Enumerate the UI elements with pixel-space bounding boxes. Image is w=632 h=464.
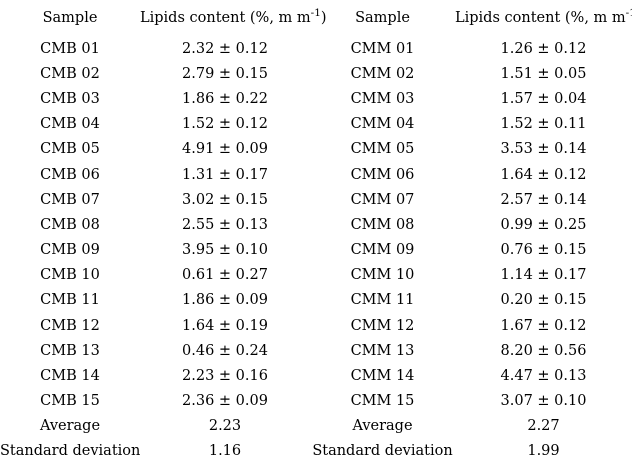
value-cell: 0.76 ± 0.15 — [500, 242, 587, 259]
value-cell: 2.32 ± 0.12 — [182, 40, 268, 57]
value-cell: 2.57 ± 0.14 — [500, 191, 587, 208]
sample-cell: CMB 07 — [40, 191, 100, 208]
table-row: CMB 13 0.46 ± 0.24 CMM 13 8.20 ± 0.56 — [0, 338, 632, 363]
table-row: CMB 06 1.31 ± 0.17 CMM 06 1.64 ± 0.12 — [0, 162, 632, 187]
lipids-header-close: ) — [320, 10, 327, 27]
value-cell: 1.64 ± 0.12 — [500, 166, 587, 183]
standard-deviation-value: 1.16 — [208, 443, 242, 460]
sample-cell: CMB 01 — [40, 40, 100, 57]
value-cell: 1.67 ± 0.12 — [500, 317, 587, 334]
table-row: CMB 07 3.02 ± 0.15 CMM 07 2.57 ± 0.14 — [0, 187, 632, 212]
sample-cell: CMM 15 — [350, 392, 415, 409]
sample-cell: CMB 14 — [40, 367, 100, 384]
sample-cell: CMB 13 — [40, 342, 100, 359]
table-row: CMB 02 2.79 ± 0.15 CMM 02 1.51 ± 0.05 — [0, 61, 632, 86]
value-cell: 1.31 ± 0.17 — [182, 166, 268, 183]
sample-cell: CMB 12 — [40, 317, 100, 334]
table-row: CMB 15 2.36 ± 0.09 CMM 15 3.07 ± 0.10 — [0, 388, 632, 413]
value-cell: 1.86 ± 0.09 — [182, 292, 268, 309]
value-cell: 1.86 ± 0.22 — [182, 91, 268, 108]
standard-deviation-label: Standard deviation — [312, 443, 453, 460]
sample-cell: CMB 06 — [40, 166, 100, 183]
value-cell: 3.95 ± 0.10 — [182, 242, 268, 259]
sample-cell: CMM 10 — [350, 267, 415, 284]
table-row: CMB 11 1.86 ± 0.09 CMM 11 0.20 ± 0.15 — [0, 288, 632, 313]
table-row: CMB 10 0.61 ± 0.27 CMM 10 1.14 ± 0.17 — [0, 263, 632, 288]
header-row: Sample Lipids content (%, m m-1) Sample … — [0, 0, 632, 36]
value-cell: 0.46 ± 0.24 — [182, 342, 268, 359]
average-value: 2.27 — [527, 418, 560, 435]
value-cell: 1.57 ± 0.04 — [500, 91, 587, 108]
value-cell: 3.53 ± 0.14 — [500, 141, 587, 158]
sample-cell: CMB 05 — [40, 141, 100, 158]
value-cell: 2.36 ± 0.09 — [182, 392, 268, 409]
sample-cell: CMM 02 — [350, 65, 415, 82]
value-cell: 1.52 ± 0.12 — [182, 116, 268, 133]
table-row: CMB 03 1.86 ± 0.22 CMM 03 1.57 ± 0.04 — [0, 87, 632, 112]
table-row: CMB 09 3.95 ± 0.10 CMM 09 0.76 ± 0.15 — [0, 237, 632, 262]
value-cell: 1.14 ± 0.17 — [500, 267, 587, 284]
sample-cell: CMM 04 — [350, 116, 415, 133]
value-cell: 1.52 ± 0.11 — [500, 116, 587, 133]
value-cell: 2.23 ± 0.16 — [182, 367, 268, 384]
value-cell: 1.26 ± 0.12 — [500, 40, 587, 57]
sample-cell: CMM 08 — [350, 216, 415, 233]
sample-cell: CMB 03 — [40, 91, 100, 108]
lipids-header-right: Lipids content (%, m m-1) — [455, 0, 632, 36]
lipids-header-text: Lipids content (%, m m — [455, 10, 626, 27]
sample-cell: CMM 05 — [350, 141, 415, 158]
sample-header-left: Sample — [42, 10, 98, 27]
table-row: CMB 14 2.23 ± 0.16 CMM 14 4.47 ± 0.13 — [0, 363, 632, 388]
sample-cell: CMB 11 — [40, 292, 100, 309]
sample-cell: CMB 02 — [40, 65, 100, 82]
value-cell: 8.20 ± 0.56 — [500, 342, 587, 359]
sample-cell: CMM 06 — [350, 166, 415, 183]
table-row: CMB 01 2.32 ± 0.12 CMM 01 1.26 ± 0.12 — [0, 36, 632, 61]
sample-cell: CMB 15 — [40, 392, 100, 409]
value-cell: 2.55 ± 0.13 — [182, 216, 268, 233]
value-cell: 3.07 ± 0.10 — [500, 392, 587, 409]
value-cell: 0.61 ± 0.27 — [182, 267, 268, 284]
sample-cell: CMB 04 — [40, 116, 100, 133]
sample-cell: CMB 08 — [40, 216, 100, 233]
table-row: CMB 04 1.52 ± 0.12 CMM 04 1.52 ± 0.11 — [0, 112, 632, 137]
value-cell: 0.99 ± 0.25 — [500, 216, 587, 233]
superscript-exponent: -1 — [310, 7, 321, 20]
lipids-header-text: Lipids content (%, m m — [140, 10, 311, 27]
sample-cell: CMM 07 — [350, 191, 415, 208]
lipids-header-left: Lipids content (%, m m-1) — [140, 0, 327, 36]
value-cell: 1.64 ± 0.19 — [182, 317, 268, 334]
value-cell: 4.91 ± 0.09 — [182, 141, 268, 158]
standard-deviation-label: Standard deviation — [0, 443, 141, 460]
average-value: 2.23 — [208, 418, 242, 435]
sample-cell: CMM 03 — [350, 91, 415, 108]
sample-cell: CMM 13 — [350, 342, 415, 359]
standard-deviation-row: Standard deviation 1.16 Standard deviati… — [0, 439, 632, 464]
sample-cell: CMM 14 — [350, 367, 415, 384]
average-label: Average — [352, 418, 413, 435]
table-row: CMB 05 4.91 ± 0.09 CMM 05 3.53 ± 0.14 — [0, 137, 632, 162]
standard-deviation-value: 1.99 — [527, 443, 560, 460]
sample-cell: CMM 01 — [350, 40, 415, 57]
sample-cell: CMB 10 — [40, 267, 100, 284]
table-row: CMB 08 2.55 ± 0.13 CMM 08 0.99 ± 0.25 — [0, 212, 632, 237]
value-cell: 1.51 ± 0.05 — [500, 65, 587, 82]
value-cell: 3.02 ± 0.15 — [182, 191, 268, 208]
sample-cell: CMM 11 — [350, 292, 415, 309]
value-cell: 4.47 ± 0.13 — [500, 367, 587, 384]
average-row: Average 2.23 Average 2.27 — [0, 414, 632, 439]
average-label: Average — [39, 418, 101, 435]
table-row: CMB 12 1.64 ± 0.19 CMM 12 1.67 ± 0.12 — [0, 313, 632, 338]
sample-cell: CMB 09 — [40, 242, 100, 259]
value-cell: 0.20 ± 0.15 — [500, 292, 587, 309]
superscript-exponent: -1 — [625, 7, 632, 20]
sample-cell: CMM 09 — [350, 242, 415, 259]
sample-header-right: Sample — [355, 10, 410, 27]
sample-cell: CMM 12 — [350, 317, 415, 334]
value-cell: 2.79 ± 0.15 — [182, 65, 268, 82]
